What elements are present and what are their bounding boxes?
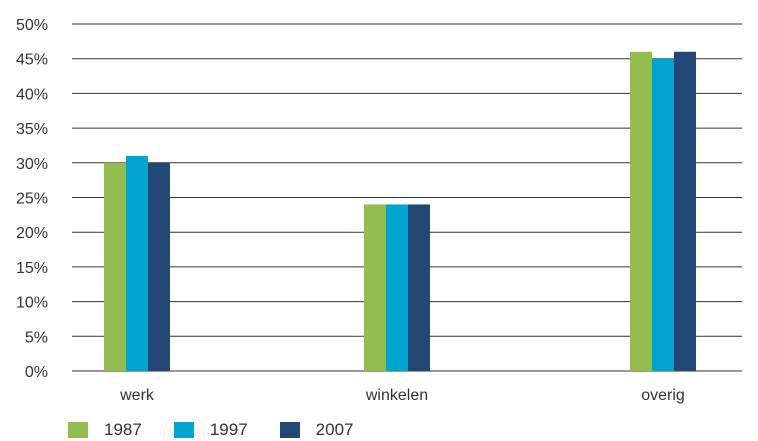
legend-item: 1997 (173, 420, 248, 440)
legend-swatch (173, 422, 194, 438)
x-tick-label: werk (119, 387, 155, 404)
bar-werk-1997 (126, 155, 148, 371)
y-tick-label: 20% (16, 225, 48, 242)
bar-werk-1987 (104, 162, 126, 371)
y-axis-ticks: 0% 5% 10% 15% 20% 25% 30% 35% 40% 45% 50% (16, 17, 48, 381)
legend-label: 1987 (104, 420, 142, 439)
y-tick-label: 5% (25, 329, 48, 346)
bar-werk-2007 (148, 162, 170, 371)
legend: 1987 1997 2007 (68, 420, 385, 440)
bar-winkelen-1987 (364, 204, 386, 371)
bar-overig-2007 (674, 51, 696, 371)
legend-item: 2007 (279, 420, 354, 440)
y-tick-label: 25% (16, 191, 48, 208)
y-tick-label: 30% (16, 156, 48, 173)
legend-swatch (279, 422, 300, 438)
bar-winkelen-1997 (386, 204, 408, 371)
x-tick-label: winkelen (365, 387, 428, 404)
legend-item: 1987 (68, 420, 142, 440)
bar-winkelen-2007 (408, 204, 430, 371)
y-tick-label: 50% (16, 17, 48, 34)
legend-label: 2007 (315, 420, 354, 439)
y-tick-label: 0% (25, 364, 48, 381)
bars (104, 51, 696, 371)
y-tick-label: 15% (16, 260, 48, 277)
x-axis-ticks: werk winkelen overig (119, 387, 685, 404)
x-tick-label: overig (641, 387, 685, 404)
bar-overig-1997 (652, 58, 674, 371)
legend-swatch (68, 422, 88, 438)
bar-overig-1987 (630, 51, 652, 371)
y-tick-label: 10% (16, 295, 48, 312)
y-tick-label: 35% (16, 121, 48, 138)
legend-label: 1997 (209, 420, 248, 439)
y-tick-label: 45% (16, 52, 48, 69)
y-tick-label: 40% (16, 86, 48, 103)
